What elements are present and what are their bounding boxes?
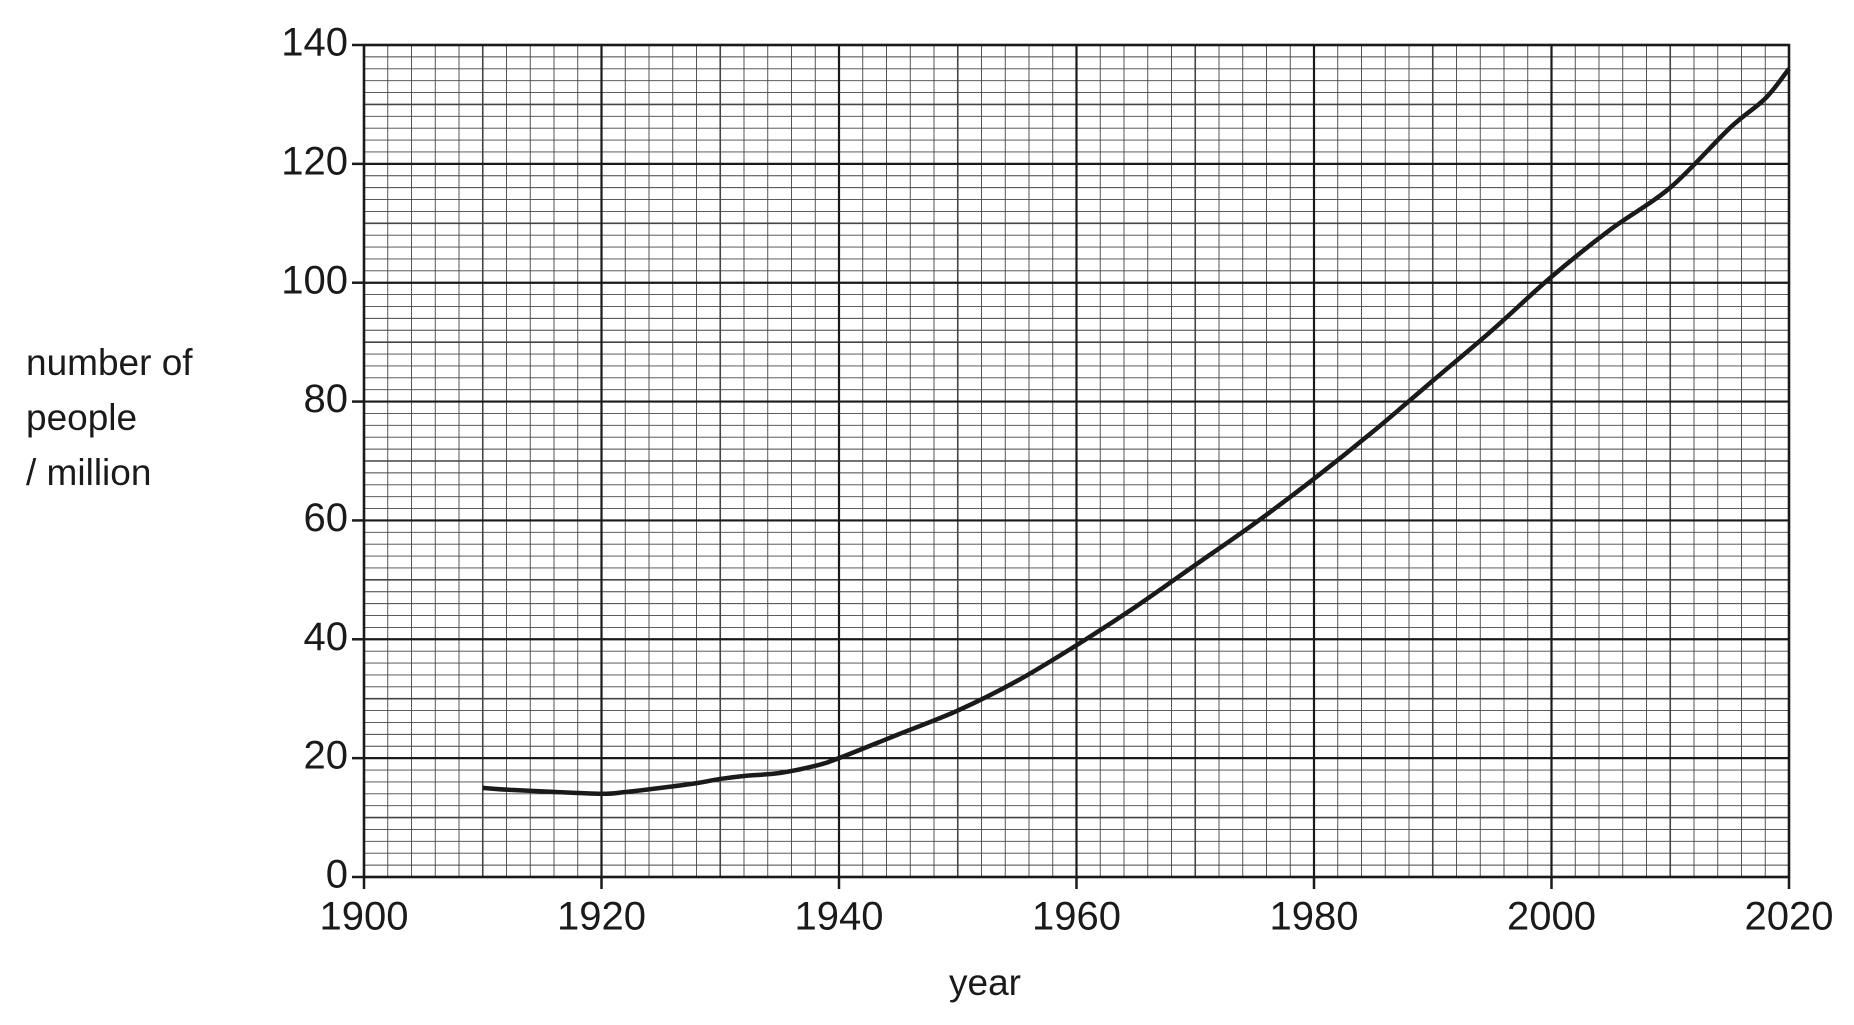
y-tick-label: 80	[304, 377, 349, 421]
y-tick-label: 40	[304, 615, 349, 659]
x-tick-label: 1980	[1270, 895, 1359, 939]
x-tick-label: 1940	[795, 895, 884, 939]
y-axis-label: people	[26, 397, 137, 438]
y-tick-label: 20	[304, 734, 349, 778]
y-tick-label: 0	[326, 853, 348, 897]
y-tick-label: 100	[281, 258, 348, 302]
y-tick-label: 60	[304, 496, 349, 540]
x-tick-label: 1960	[1032, 895, 1121, 939]
y-tick-label: 140	[281, 21, 348, 65]
plot-frame	[362, 43, 1791, 879]
x-tick-label: 1900	[320, 895, 409, 939]
x-tick-label: 2000	[1507, 895, 1596, 939]
data-line	[482, 67, 1791, 797]
x-axis-label: year	[949, 962, 1021, 1003]
y-axis-label: / million	[26, 452, 151, 493]
x-tick-label: 2020	[1745, 895, 1834, 939]
y-tick-label: 120	[281, 139, 348, 183]
x-tick-label: 1920	[557, 895, 646, 939]
y-axis-label: number of	[26, 342, 193, 383]
